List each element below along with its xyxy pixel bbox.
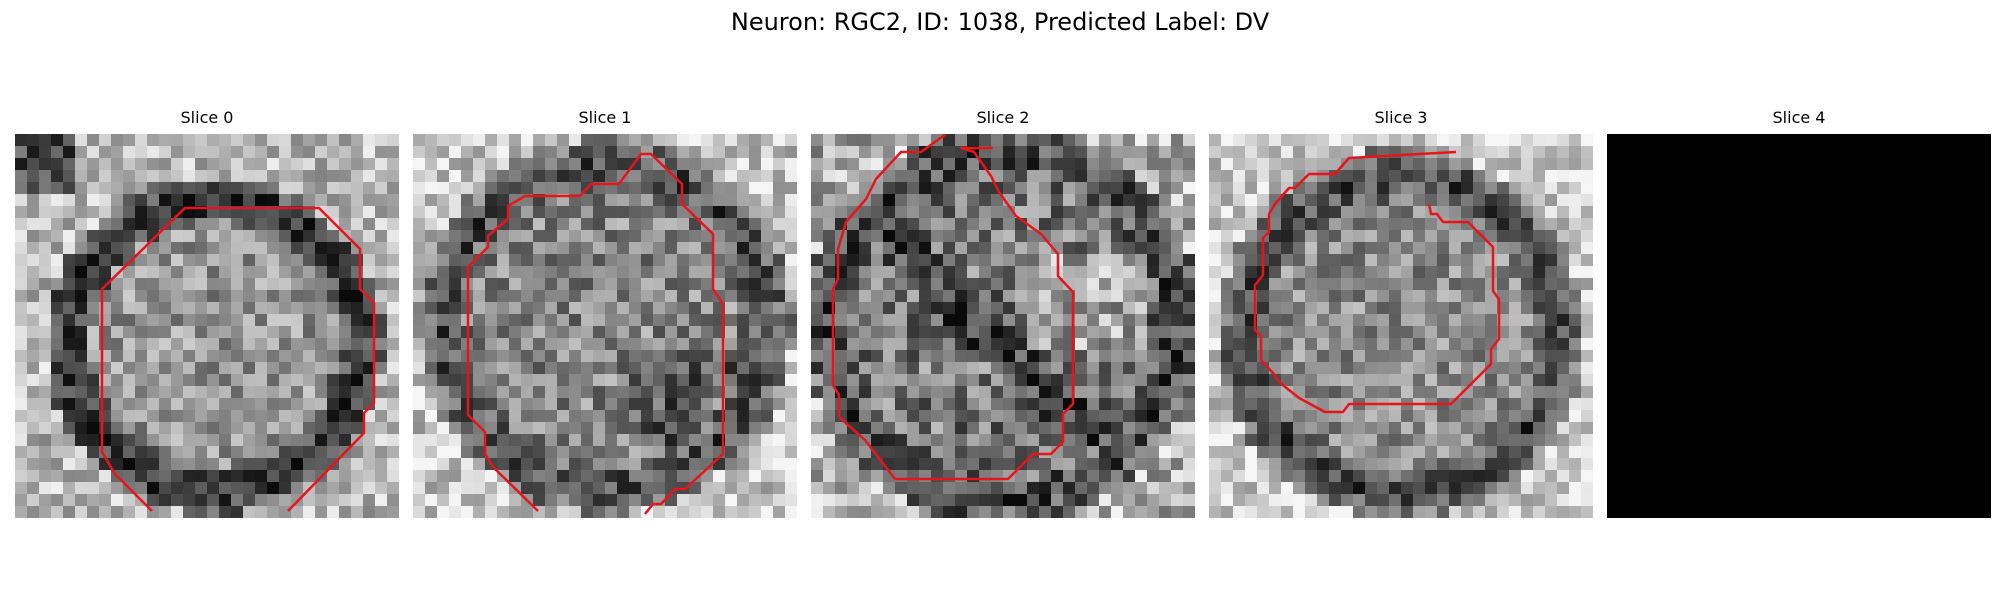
slice-image: [811, 134, 1195, 518]
slice-panel-1: Slice 1: [413, 108, 797, 518]
slice-panel-2: Slice 2: [811, 108, 1195, 518]
pixel-grid: [413, 134, 797, 518]
pixel-grid: [15, 134, 399, 518]
cell-contour: [466, 152, 725, 515]
cell-contour: [831, 134, 1075, 481]
pixel-grid: [1209, 134, 1593, 518]
slice-title: Slice 0: [180, 108, 234, 127]
pixel-grid: [811, 134, 1195, 518]
slice-title: Slice 2: [976, 108, 1030, 127]
slice-image: [413, 134, 797, 518]
slice-panel-4: Slice 4: [1607, 108, 1991, 518]
slice-panel-3: Slice 3: [1209, 108, 1593, 518]
figure-title: Neuron: RGC2, ID: 1038, Predicted Label:…: [730, 8, 1270, 36]
slice-title: Slice 3: [1374, 108, 1428, 127]
slice-panel-0: Slice 0: [15, 108, 399, 518]
slice-title: Slice 4: [1772, 108, 1826, 127]
cell-contour: [100, 206, 376, 512]
slice-image: [1209, 134, 1593, 518]
cell-contour: [1253, 150, 1501, 414]
slice-image: [15, 134, 399, 518]
slice-title: Slice 1: [578, 108, 632, 127]
slice-image: [1607, 134, 1991, 518]
black-slice-fill: [1607, 134, 1991, 518]
